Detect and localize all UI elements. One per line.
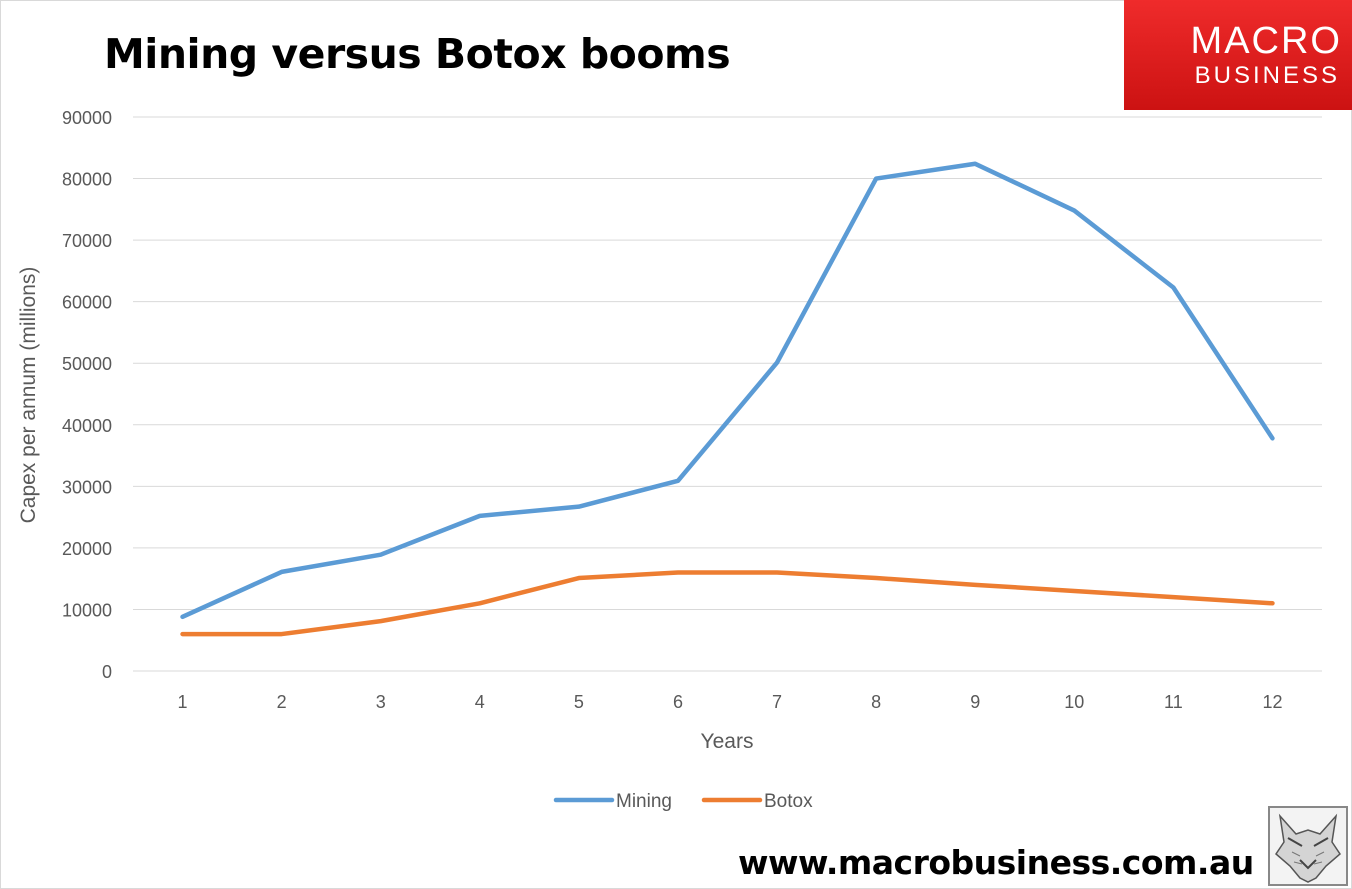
- data-point-botox: [478, 601, 482, 605]
- chart-title: Mining versus Botox booms: [104, 30, 731, 78]
- x-tick-label: 5: [574, 692, 584, 712]
- legend-label-botox: Botox: [764, 791, 813, 812]
- data-point-mining: [280, 570, 284, 574]
- x-tick-label: 7: [772, 692, 782, 712]
- data-point-mining: [775, 361, 779, 365]
- y-tick-label: 20000: [62, 539, 112, 559]
- data-point-mining: [181, 615, 185, 619]
- data-point-mining: [874, 177, 878, 181]
- x-tick-label: 11: [1164, 692, 1183, 712]
- wolf-emblem: [1268, 806, 1348, 886]
- gridlines: [133, 116, 1322, 672]
- series-line-mining: [180, 161, 1275, 620]
- y-tick-label: 70000: [62, 231, 112, 251]
- y-tick-labels: 0 10000 20000 30000 40000 50000 60000 70000 8000…: [62, 108, 112, 682]
- logo-line2: BUSINESS: [1194, 62, 1340, 89]
- x-tick-label: 1: [178, 692, 188, 712]
- data-point-botox: [874, 576, 878, 580]
- legend-label-mining: Mining: [616, 791, 672, 812]
- x-tick-label: 8: [871, 692, 881, 712]
- logo-line1: MACRO: [1190, 20, 1342, 62]
- x-tick-label: 9: [970, 692, 980, 712]
- data-point-mining: [478, 514, 482, 518]
- data-point-botox: [676, 571, 680, 575]
- data-point-botox: [973, 583, 977, 587]
- y-tick-label: 30000: [62, 477, 112, 497]
- y-tick-label: 10000: [62, 600, 112, 620]
- data-point-botox: [577, 576, 581, 580]
- data-point-mining: [1171, 286, 1175, 290]
- x-tick-label: 6: [673, 692, 683, 712]
- data-point-botox: [280, 632, 284, 636]
- data-point-mining: [1270, 436, 1274, 440]
- x-tick-label: 3: [376, 692, 386, 712]
- series-lines: [180, 161, 1275, 637]
- data-point-botox: [775, 571, 779, 575]
- y-tick-label: 90000: [62, 108, 112, 128]
- x-tick-labels: 1 2 3 4 5 6 7 8 9 10 11 12: [178, 692, 1283, 712]
- data-point-mining: [379, 553, 383, 557]
- y-tick-label: 60000: [62, 293, 112, 313]
- y-tick-label: 50000: [62, 354, 112, 374]
- y-tick-label: 40000: [62, 416, 112, 436]
- y-tick-label: 0: [102, 662, 112, 682]
- x-tick-label: 4: [475, 692, 485, 712]
- x-tick-label: 2: [277, 692, 287, 712]
- x-axis-label: Years: [701, 730, 754, 753]
- data-point-botox: [1270, 601, 1274, 605]
- y-tick-label: 80000: [62, 170, 112, 190]
- data-point-botox: [1171, 595, 1175, 599]
- data-point-botox: [181, 632, 185, 636]
- macrobusiness-logo: MACRO BUSINESS: [1124, 0, 1352, 110]
- series-line-botox: [180, 570, 1275, 637]
- footer-url: www.macrobusiness.com.au: [738, 843, 1254, 882]
- x-tick-label: 10: [1064, 692, 1084, 712]
- data-point-mining: [1072, 209, 1076, 213]
- data-point-mining: [973, 162, 977, 166]
- y-axis-label: Capex per annum (millions): [17, 267, 40, 524]
- data-point-botox: [379, 619, 383, 623]
- legend: Mining Botox: [553, 791, 813, 812]
- x-tick-label: 12: [1262, 692, 1282, 712]
- data-point-botox: [1072, 589, 1076, 593]
- wolf-icon: [1275, 813, 1341, 883]
- data-point-mining: [577, 505, 581, 509]
- data-point-mining: [676, 479, 680, 483]
